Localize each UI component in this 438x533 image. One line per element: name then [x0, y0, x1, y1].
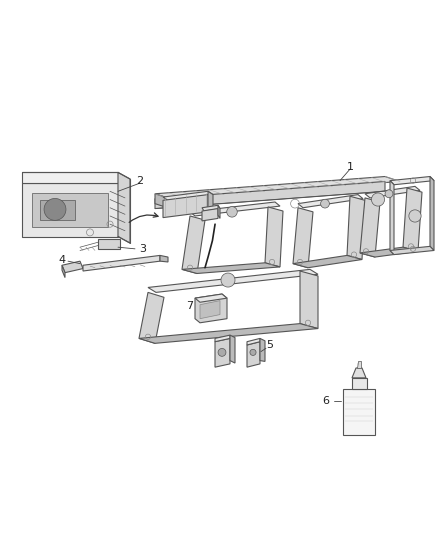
Polygon shape [195, 294, 227, 302]
Polygon shape [390, 176, 434, 185]
Polygon shape [360, 198, 380, 257]
Circle shape [385, 190, 393, 198]
Polygon shape [360, 247, 418, 257]
Polygon shape [139, 293, 164, 343]
Polygon shape [182, 216, 205, 273]
Polygon shape [230, 335, 235, 363]
Polygon shape [190, 202, 280, 216]
Polygon shape [98, 239, 120, 249]
Polygon shape [293, 208, 313, 268]
Text: 4: 4 [58, 255, 66, 264]
Polygon shape [139, 324, 318, 343]
Polygon shape [260, 338, 265, 361]
Circle shape [321, 199, 329, 208]
Polygon shape [430, 176, 434, 251]
Polygon shape [182, 263, 280, 273]
Polygon shape [62, 261, 83, 273]
Circle shape [44, 198, 66, 220]
Polygon shape [208, 191, 213, 212]
Polygon shape [343, 389, 375, 435]
Polygon shape [247, 342, 260, 367]
Text: 3: 3 [139, 244, 146, 254]
Polygon shape [298, 195, 363, 208]
Polygon shape [265, 207, 283, 267]
Circle shape [371, 193, 385, 206]
Polygon shape [155, 181, 385, 208]
Polygon shape [390, 246, 434, 255]
Polygon shape [352, 378, 367, 389]
Polygon shape [200, 301, 220, 319]
Text: 5: 5 [266, 340, 273, 350]
Polygon shape [62, 265, 65, 278]
Circle shape [227, 207, 237, 217]
Polygon shape [357, 361, 361, 368]
Polygon shape [195, 294, 227, 323]
Polygon shape [365, 187, 420, 198]
Polygon shape [163, 195, 208, 217]
Polygon shape [155, 194, 170, 208]
Circle shape [218, 349, 226, 357]
Polygon shape [83, 255, 160, 271]
Polygon shape [390, 181, 394, 255]
Circle shape [409, 210, 421, 222]
Polygon shape [300, 271, 318, 328]
Polygon shape [160, 255, 168, 262]
Polygon shape [347, 196, 365, 260]
Polygon shape [218, 205, 220, 219]
Circle shape [221, 273, 235, 287]
Polygon shape [118, 172, 130, 243]
Text: 6: 6 [322, 396, 329, 406]
Text: 7: 7 [187, 301, 194, 311]
Polygon shape [32, 193, 108, 227]
FancyArrowPatch shape [129, 213, 158, 222]
Polygon shape [202, 208, 218, 221]
Polygon shape [22, 183, 118, 237]
Polygon shape [155, 176, 400, 199]
Polygon shape [22, 172, 118, 183]
Circle shape [250, 349, 256, 356]
Polygon shape [403, 188, 422, 251]
Text: 2: 2 [137, 176, 144, 185]
Text: 1: 1 [346, 161, 353, 172]
Polygon shape [215, 335, 230, 342]
Polygon shape [163, 191, 213, 200]
Polygon shape [293, 255, 362, 268]
Polygon shape [247, 338, 260, 345]
Polygon shape [215, 338, 230, 367]
Polygon shape [202, 205, 220, 211]
Polygon shape [40, 199, 75, 220]
Polygon shape [352, 368, 366, 378]
Polygon shape [148, 269, 318, 293]
